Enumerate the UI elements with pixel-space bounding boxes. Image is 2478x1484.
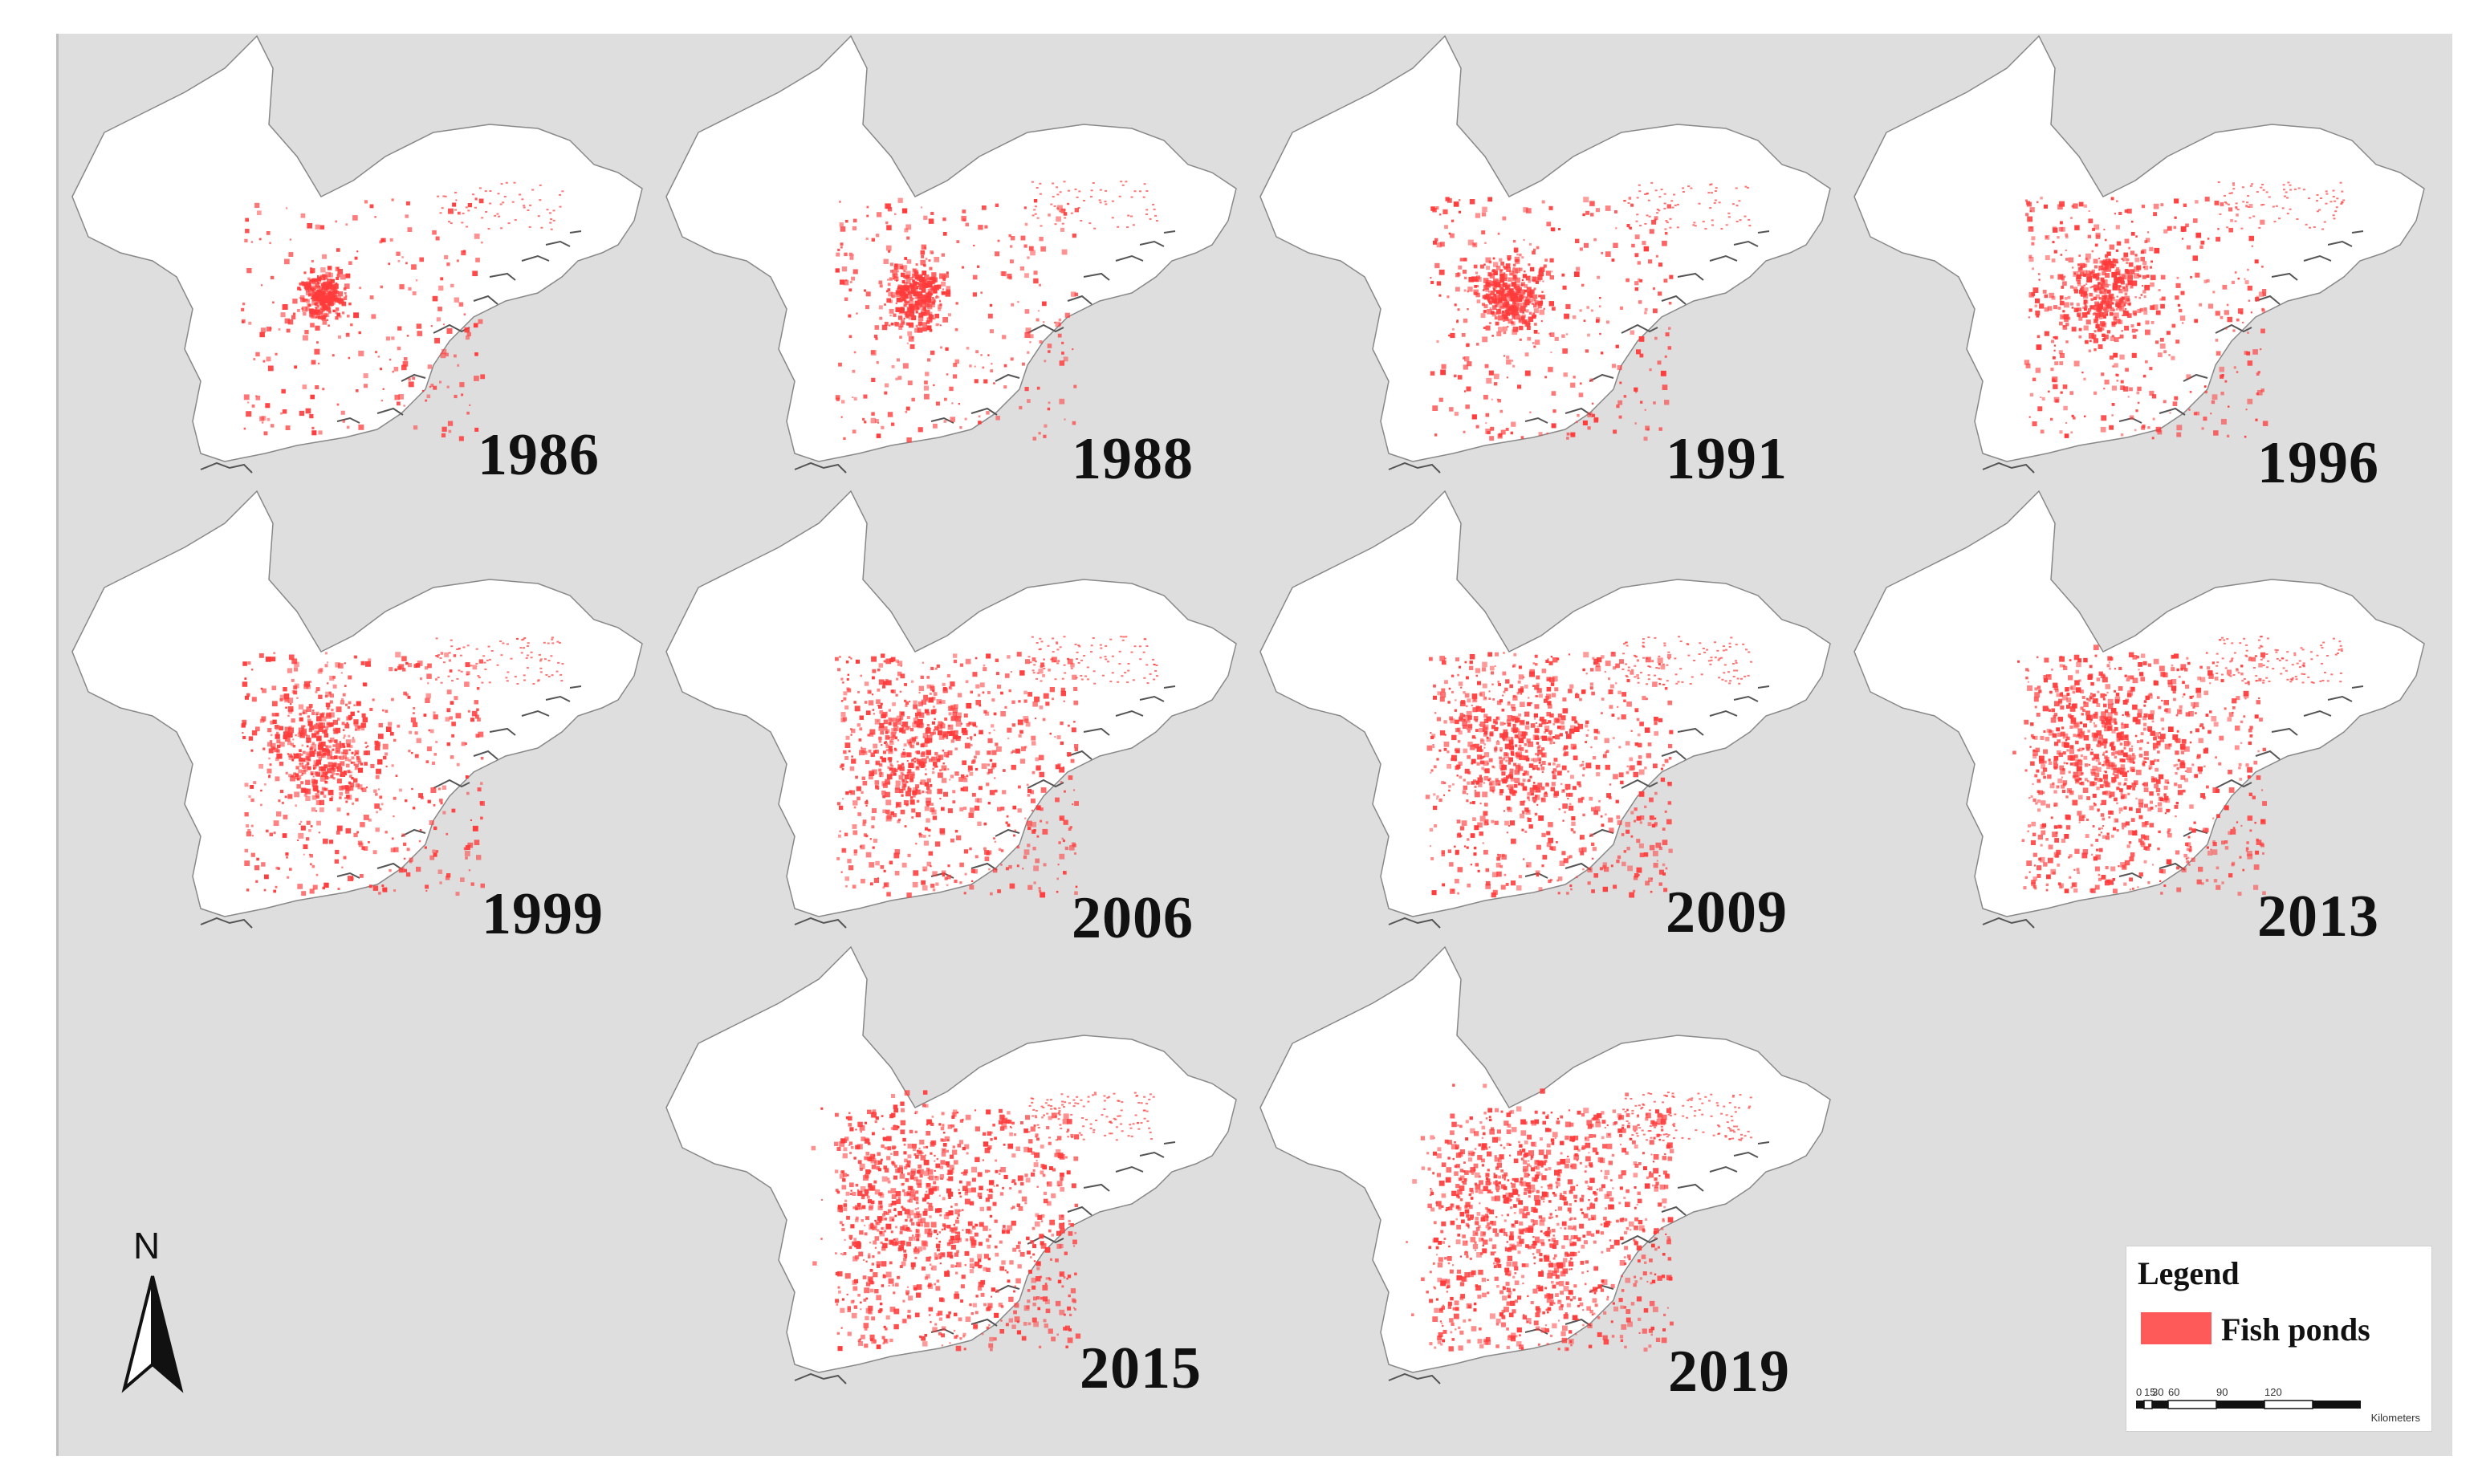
- year-label: 1991: [1666, 426, 1788, 492]
- map-panel-2006: [665, 490, 1237, 929]
- scale-tick-label: 90: [2216, 1386, 2228, 1398]
- land-area: [71, 35, 643, 462]
- legend: Legend Fish ponds 0 15 30 60 90 120 Kilometer…: [2126, 1246, 2432, 1432]
- map-panel-1999: [71, 490, 643, 929]
- fish-pond-pixels: [241, 636, 564, 896]
- map-panel-2015: [665, 946, 1237, 1384]
- north-arrow-icon: [121, 1275, 184, 1393]
- map-panel-2019: [1259, 946, 1831, 1384]
- fish-pond-pixels: [1406, 1084, 1752, 1352]
- scale-tick-label: 30: [2152, 1386, 2163, 1398]
- fish-pond-pixels: [811, 1090, 1155, 1352]
- map-panel-2013: [1853, 490, 2425, 929]
- fish-pond-pixels: [1425, 636, 1752, 898]
- fish-pond-pixels: [835, 636, 1158, 898]
- fish-ponds-swatch: [2141, 1312, 2211, 1344]
- fish-pond-pixels: [241, 181, 564, 441]
- land-area: [665, 490, 1237, 917]
- land-area: [665, 35, 1237, 462]
- map-panel-2009: [1259, 490, 1831, 929]
- fish-pond-pixels: [2024, 181, 2346, 440]
- scale-tick-label: 60: [2168, 1386, 2179, 1398]
- scale-tick-label: 0: [2136, 1386, 2142, 1398]
- map-panel-1988: [665, 35, 1237, 474]
- year-label: 1996: [2257, 430, 2379, 496]
- fish-pond-pixels: [2012, 636, 2343, 896]
- fish-ponds-label: Fish ponds: [2221, 1311, 2370, 1348]
- land-area: [1853, 35, 2425, 462]
- land-area: [1853, 490, 2425, 917]
- year-label: 1986: [478, 422, 600, 488]
- land-area: [665, 946, 1237, 1373]
- year-label: 2009: [1666, 880, 1788, 945]
- land-area: [1259, 35, 1831, 462]
- fish-pond-pixels: [1430, 181, 1752, 441]
- map-panel-1996: [1853, 35, 2425, 474]
- year-label: 2019: [1668, 1339, 1790, 1405]
- scale-unit-label: Kilometers: [2371, 1412, 2421, 1423]
- year-label: 2006: [1072, 885, 1194, 951]
- map-panel-1991: [1259, 35, 1831, 474]
- land-area: [1259, 490, 1831, 917]
- legend-title: Legend: [2138, 1255, 2240, 1291]
- scale-tick-label: 15: [2144, 1386, 2155, 1398]
- year-label: 1999: [482, 881, 604, 947]
- year-label: 2013: [2257, 884, 2379, 949]
- fish-pond-pixels: [835, 181, 1158, 443]
- year-label: 2015: [1080, 1336, 1202, 1401]
- map-panel-1986: [71, 35, 643, 474]
- year-label: 1988: [1072, 426, 1194, 492]
- scale-tick-label: 120: [2264, 1386, 2282, 1398]
- north-arrow-label: N: [133, 1225, 161, 1266]
